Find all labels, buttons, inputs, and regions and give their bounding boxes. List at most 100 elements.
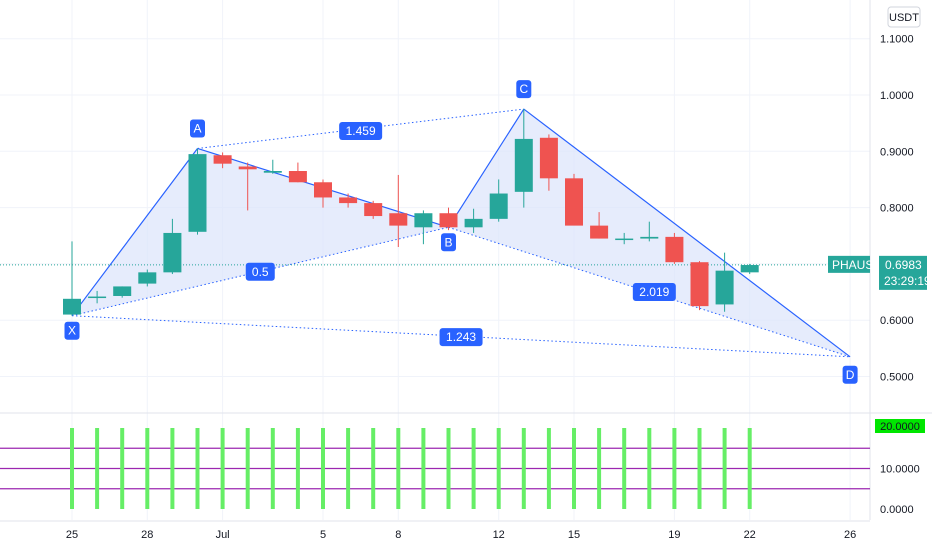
candle-body bbox=[565, 178, 583, 226]
volume-bar bbox=[546, 428, 551, 509]
volume-bar bbox=[722, 428, 727, 509]
time-tick-label: 12 bbox=[493, 529, 505, 541]
volume-bar bbox=[521, 428, 526, 509]
price-tag: PHAUSDT 0.6983 23:29:19 bbox=[828, 255, 931, 290]
candle-body bbox=[314, 182, 332, 198]
pattern-triangle-xab bbox=[72, 148, 449, 316]
volume-bar bbox=[421, 428, 426, 509]
time-axis[interactable]: 25 28 Jul 5 8 12 15 19 22 26 bbox=[66, 529, 856, 541]
volume-bar bbox=[697, 428, 702, 509]
candle-body bbox=[364, 203, 383, 217]
price-tag-countdown: 23:29:19 bbox=[884, 274, 931, 288]
volume-axis[interactable]: 10.0000 0.0000 bbox=[880, 464, 920, 517]
candle-body bbox=[63, 298, 81, 315]
ratio-label: 0.5 bbox=[245, 262, 275, 281]
volume-pane bbox=[0, 428, 870, 509]
candle-body bbox=[339, 197, 358, 204]
candle-body bbox=[163, 232, 182, 273]
ratio-label-text: 2.019 bbox=[639, 285, 669, 299]
candle-down bbox=[439, 207, 458, 231]
candle-up bbox=[414, 210, 433, 245]
point-label-d-text: D bbox=[846, 368, 855, 382]
point-label-c-bg bbox=[516, 80, 532, 99]
volume-bar bbox=[622, 428, 627, 509]
volume-tag: 20.0000 bbox=[875, 419, 925, 433]
price-tick-label: 0.5000 bbox=[880, 372, 914, 384]
time-tick-label: 19 bbox=[668, 529, 680, 541]
point-label-b: B bbox=[441, 233, 456, 252]
candle-up bbox=[715, 252, 734, 312]
volume-bar bbox=[446, 428, 451, 509]
volume-bar bbox=[672, 428, 677, 509]
volume-bar bbox=[195, 428, 200, 509]
currency-button[interactable]: USDT bbox=[887, 6, 921, 28]
candle-up bbox=[63, 241, 81, 316]
time-tick-label: Jul bbox=[216, 529, 230, 541]
leg-cd bbox=[523, 108, 851, 358]
candle-body bbox=[640, 236, 659, 239]
volume-bar bbox=[597, 428, 602, 509]
price-tick-label: 0.9000 bbox=[880, 146, 914, 158]
leg-bc bbox=[447, 108, 525, 228]
volume-bar bbox=[346, 428, 351, 509]
price-tick-label: 1.1000 bbox=[880, 34, 914, 46]
volume-bar bbox=[396, 428, 401, 509]
candle-down bbox=[565, 173, 583, 226]
price-tick-label: 0.6000 bbox=[880, 315, 914, 327]
point-label-a-text: A bbox=[193, 121, 201, 135]
volume-bar bbox=[471, 428, 476, 509]
candle-body bbox=[715, 270, 734, 305]
ratio-label-bg bbox=[339, 122, 383, 141]
ratio-label-text: 1.459 bbox=[346, 124, 376, 138]
candle-up bbox=[88, 290, 107, 304]
candle-up bbox=[464, 208, 483, 233]
candle-body bbox=[113, 286, 132, 296]
volume-bar bbox=[321, 428, 325, 509]
price-tick-label: 1.0000 bbox=[880, 90, 914, 102]
point-label-b-text: B bbox=[444, 235, 452, 249]
volume-bar bbox=[120, 428, 125, 509]
candle-up bbox=[263, 159, 282, 174]
volume-bar bbox=[371, 428, 376, 509]
candle-body bbox=[590, 225, 609, 239]
harmonic-pattern bbox=[71, 108, 851, 358]
candle-body bbox=[439, 213, 458, 228]
candle-down bbox=[314, 179, 332, 208]
ratio-label-bg bbox=[439, 328, 483, 347]
candle-up bbox=[138, 269, 157, 287]
ratio-label-bg bbox=[245, 262, 275, 281]
price-axis[interactable]: 1.10001.00000.90000.80000.70000.60000.50… bbox=[880, 34, 914, 384]
ratio-label-text: 0.5 bbox=[252, 265, 269, 279]
candle-down bbox=[339, 193, 358, 208]
candle-up bbox=[489, 179, 508, 222]
candle-down bbox=[590, 212, 609, 239]
time-tick-label: 8 bbox=[395, 529, 401, 541]
candle-body bbox=[238, 166, 257, 170]
volume-bar bbox=[170, 428, 175, 509]
candle-up bbox=[640, 221, 659, 242]
point-label-c: C bbox=[516, 80, 532, 99]
candle-down bbox=[288, 162, 307, 183]
candle-body bbox=[740, 265, 759, 273]
volume-bar bbox=[145, 428, 150, 509]
point-label-x-bg bbox=[64, 321, 80, 340]
candle-body bbox=[615, 238, 634, 241]
candle-down bbox=[690, 261, 709, 311]
candle-down bbox=[389, 174, 408, 248]
candle-body bbox=[288, 171, 307, 183]
point-label-a-bg bbox=[190, 119, 205, 138]
volume-tick-label: 0.0000 bbox=[880, 504, 914, 516]
candle-body bbox=[414, 213, 433, 228]
ratio-label-text: 1.243 bbox=[446, 330, 476, 344]
point-label-a: A bbox=[190, 119, 205, 138]
candle-body bbox=[690, 262, 709, 307]
volume-bar bbox=[295, 428, 300, 509]
volume-bar bbox=[270, 428, 275, 509]
candle-down bbox=[213, 152, 232, 169]
candle-body bbox=[389, 213, 408, 226]
ratio-label: 1.243 bbox=[439, 328, 483, 347]
price-tag-symbol: PHAUSDT bbox=[832, 258, 890, 272]
volume-bar bbox=[747, 428, 752, 509]
candle-body bbox=[489, 193, 508, 219]
